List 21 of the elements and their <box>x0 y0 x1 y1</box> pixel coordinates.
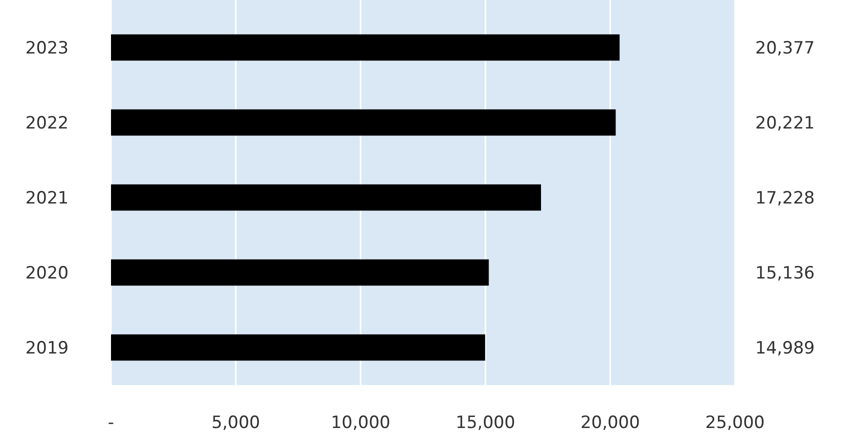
bar <box>111 184 542 211</box>
bar <box>111 109 616 136</box>
x-tick-label: 15,000 <box>456 413 516 433</box>
y-tick-label: 2021 <box>25 188 69 208</box>
x-tick-label: 10,000 <box>330 413 390 433</box>
x-tick-label: 25,000 <box>705 413 765 433</box>
bar <box>111 259 489 286</box>
x-tick-label: - <box>108 413 114 433</box>
data-label: 20,221 <box>755 113 815 134</box>
y-tick-label: 2022 <box>25 113 69 134</box>
x-tick-label: 5,000 <box>211 413 260 433</box>
y-tick-label: 2020 <box>25 263 69 284</box>
data-label: 20,377 <box>755 38 815 58</box>
data-label: 15,136 <box>755 263 815 284</box>
data-label: 14,989 <box>755 338 815 358</box>
y-tick-label: 2019 <box>25 338 69 358</box>
bar <box>111 334 486 361</box>
bar <box>111 34 620 61</box>
x-tick-label: 20,000 <box>580 413 640 433</box>
data-label: 17,228 <box>755 188 815 208</box>
y-tick-label: 2023 <box>25 38 69 58</box>
